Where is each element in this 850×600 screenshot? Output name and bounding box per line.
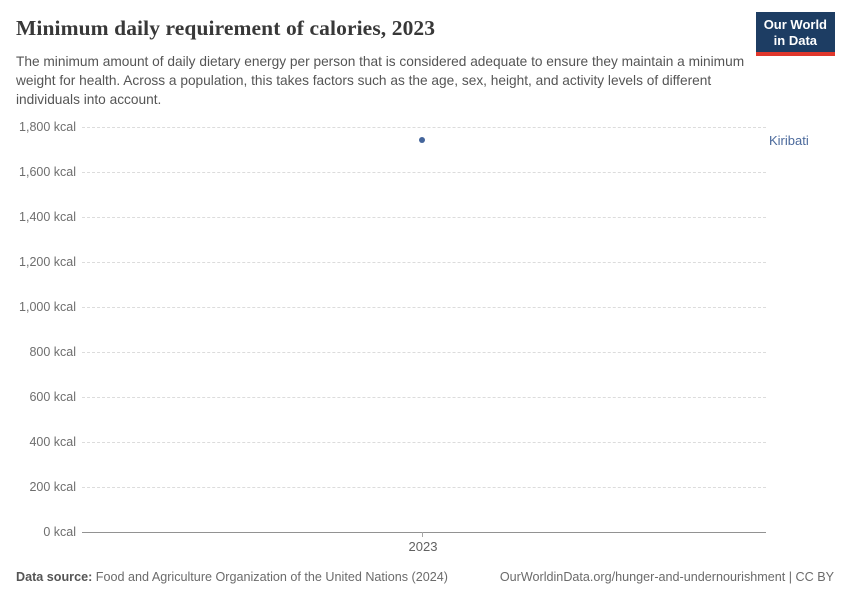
y-tick-label: 200 kcal [29, 480, 76, 494]
data-source-line: Data source: Food and Agriculture Organi… [16, 570, 448, 584]
x-axis-line [82, 531, 766, 533]
footer-url-license[interactable]: OurWorldinData.org/hunger-and-undernouri… [499, 570, 834, 584]
y-tick-label: 800 kcal [29, 345, 76, 359]
entity-label-kiribati[interactable]: Kiribati [769, 133, 809, 148]
chart-subtitle: The minimum amount of daily dietary ener… [16, 54, 745, 107]
gridline [82, 441, 766, 443]
x-axis-row: 0 kcal [0, 524, 766, 540]
data-source-text: Food and Agriculture Organization of the… [95, 570, 448, 584]
logo-line-2: in Data [773, 32, 818, 48]
gridline [82, 306, 766, 308]
y-tick-label: 0 kcal [43, 525, 76, 539]
chart-footer: Data source: Food and Agriculture Organi… [16, 570, 834, 584]
y-gridline-row: 1,000 kcal [0, 299, 766, 315]
y-gridline-row: 1,400 kcal [0, 209, 766, 225]
y-tick-label: 1,200 kcal [19, 255, 76, 269]
y-tick-label: 1,600 kcal [19, 165, 76, 179]
y-gridline-row: 400 kcal [0, 434, 766, 450]
data-source-prefix: Data source: [16, 570, 93, 584]
gridline [82, 396, 766, 398]
x-tick-label: 2023 [408, 539, 438, 554]
y-gridline-row: 1,200 kcal [0, 254, 766, 270]
gridline [82, 216, 766, 218]
y-tick-label: 1,000 kcal [19, 300, 76, 314]
y-gridline-row: 200 kcal [0, 479, 766, 495]
chart-title: Minimum daily requirement of calories, 2… [16, 16, 436, 40]
y-tick-label: 600 kcal [29, 390, 76, 404]
y-gridline-row: 1,600 kcal [0, 164, 766, 180]
gridline [82, 126, 766, 128]
gridline [82, 261, 766, 263]
y-gridline-row: 800 kcal [0, 344, 766, 360]
data-point-kiribati[interactable] [419, 137, 425, 143]
y-tick-label: 1,400 kcal [19, 210, 76, 224]
gridline [82, 486, 766, 488]
y-gridline-row: 600 kcal [0, 389, 766, 405]
logo-line-1: Our World [763, 17, 827, 32]
y-gridline-row: 1,800 kcal [0, 119, 766, 135]
x-axis-tick [422, 532, 423, 537]
gridline [82, 351, 766, 353]
owid-logo[interactable]: Our World in Data [755, 12, 835, 57]
y-tick-label: 400 kcal [29, 435, 76, 449]
y-tick-label: 1,800 kcal [19, 120, 76, 134]
gridline [82, 171, 766, 173]
